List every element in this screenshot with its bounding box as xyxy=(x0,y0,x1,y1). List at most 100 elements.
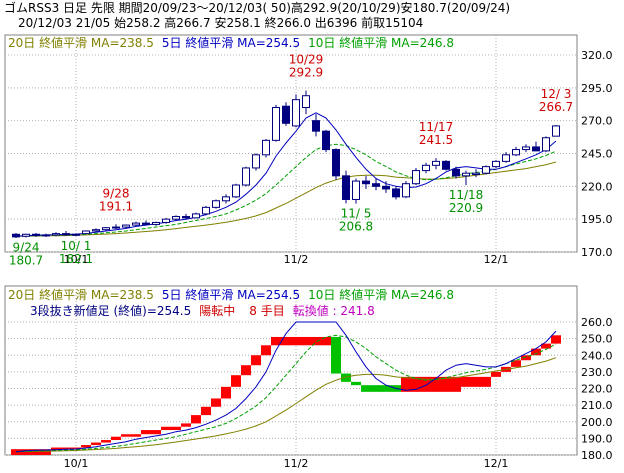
lower-x-tick-label: 10/1 xyxy=(64,457,89,470)
break-brick-up xyxy=(191,415,201,424)
lower-legend-entry: 20日 終値平滑 MA=238.5 xyxy=(8,287,154,302)
lower-y-tick-label: 180.0 xyxy=(581,449,613,462)
break-brick-up xyxy=(461,376,491,387)
candle-down xyxy=(322,130,330,151)
lower-y-tick-label: 240.0 xyxy=(581,349,613,362)
candle-down xyxy=(362,180,370,185)
break-brick-up xyxy=(241,365,251,376)
break-brick-up xyxy=(541,343,551,349)
candle-up xyxy=(302,95,310,109)
upper-y-tick-label: 270.0 xyxy=(581,115,613,128)
candle-down xyxy=(12,233,20,238)
break-brick-up xyxy=(401,376,461,392)
break-brick-up xyxy=(181,423,191,427)
break-brick-up xyxy=(531,348,541,356)
break-brick-up xyxy=(221,386,231,399)
candle-down xyxy=(372,183,380,187)
candle-up xyxy=(212,200,220,208)
upper-x-tick-label: 10/1 xyxy=(64,253,89,266)
upper-y-tick-label: 170.0 xyxy=(581,246,613,259)
break-brick-up xyxy=(111,436,121,441)
upper-x-tick-label: 11/2 xyxy=(284,253,309,266)
annotation-value: 180.7 xyxy=(9,254,43,268)
lower-ma5-line xyxy=(15,321,557,453)
candle-up xyxy=(52,233,60,236)
annotation-date: 10/ 1 xyxy=(61,239,92,253)
candle-up xyxy=(42,234,50,237)
lower-x-tick-label: 12/1 xyxy=(484,457,509,470)
upper-y-tick-label: 245.0 xyxy=(581,148,613,161)
candle-up xyxy=(502,154,510,162)
lower-y-tick-label: 210.0 xyxy=(581,399,613,412)
candle-down xyxy=(342,175,350,200)
candle-up xyxy=(92,229,100,232)
break-brick-up xyxy=(551,335,561,344)
ma5-line xyxy=(15,112,557,237)
lower-x-tick-label: 11/2 xyxy=(284,457,309,470)
candle-up xyxy=(492,160,500,168)
candle-up xyxy=(482,166,490,174)
upper-legend-entry: 20日 終値平滑 MA=238.5 xyxy=(8,35,154,50)
annotation-date: 12/ 3 xyxy=(541,87,572,101)
candle-up xyxy=(422,164,430,172)
break-brick-up xyxy=(261,345,271,356)
lower-y-tick-label: 260.0 xyxy=(581,316,613,329)
candle-up xyxy=(72,233,80,236)
annotation-value: 292.9 xyxy=(289,66,323,80)
candle-up xyxy=(192,213,200,219)
break-brick-up xyxy=(101,440,111,443)
candle-down xyxy=(142,222,150,225)
candle-down xyxy=(382,185,390,190)
break-info-label: 3段抜き新値足 (終値)=254.5 xyxy=(30,303,191,318)
break-brick-down xyxy=(361,385,401,392)
upper-y-tick-label: 220.0 xyxy=(581,180,613,193)
candle-up xyxy=(262,139,270,156)
lower-y-tick-label: 250.0 xyxy=(581,333,613,346)
candle-up xyxy=(542,137,550,152)
break-brick-up xyxy=(11,449,51,455)
candle-up xyxy=(202,206,210,215)
candle-up xyxy=(512,149,520,156)
candle-up xyxy=(432,160,440,166)
candle-up xyxy=(232,184,240,198)
candle-down xyxy=(442,160,450,170)
upper-y-tick-label: 295.0 xyxy=(581,82,613,95)
break-brick-up xyxy=(251,355,261,366)
lower-legend-entry: 10日 終値平滑 MA=246.8 xyxy=(308,287,454,302)
candle-up xyxy=(132,222,140,226)
break-brick-up xyxy=(51,447,81,450)
candle-down xyxy=(392,188,400,198)
upper-legend-entry: 10日 終値平滑 MA=246.8 xyxy=(308,35,454,50)
break-brick-down xyxy=(351,381,361,386)
break-info-count: 8 手目 xyxy=(249,304,284,318)
candle-up xyxy=(412,170,420,185)
candle-up xyxy=(22,233,30,237)
annotation-date: 9/24 xyxy=(13,241,40,255)
break-brick-up xyxy=(141,430,161,435)
candle-up xyxy=(522,146,530,151)
break-info-status: 陽転中 xyxy=(199,303,235,318)
header-quote: 20/12/03 21/05 始258.2 高266.7 安258.1 終266… xyxy=(18,16,424,30)
upper-legend-entry: 5日 終値平滑 MA=254.5 xyxy=(162,35,300,50)
lower-y-tick-label: 190.0 xyxy=(581,432,613,445)
candle-up xyxy=(252,154,260,169)
break-brick-up xyxy=(91,442,101,446)
break-brick-up xyxy=(121,434,141,437)
break-info-turn: 転換値 : 241.8 xyxy=(293,303,375,318)
lower-y-tick-label: 230.0 xyxy=(581,366,613,379)
candle-up xyxy=(152,221,160,225)
candle-down xyxy=(332,149,340,177)
annotation-date: 11/18 xyxy=(449,188,484,202)
annotation-date: 9/28 xyxy=(103,186,130,200)
lower-ma20-line xyxy=(15,357,557,453)
break-brick-up xyxy=(521,355,531,361)
break-brick-up xyxy=(511,360,521,367)
lower-y-tick-label: 220.0 xyxy=(581,383,613,396)
candle-up xyxy=(352,180,360,200)
lower-ma10-line xyxy=(15,334,557,453)
candle-up xyxy=(242,167,250,186)
lower-legend-entry: 5日 終値平滑 MA=254.5 xyxy=(162,287,300,302)
candle-down xyxy=(312,120,320,132)
break-brick-up xyxy=(271,336,331,346)
break-brick-down xyxy=(331,336,341,374)
